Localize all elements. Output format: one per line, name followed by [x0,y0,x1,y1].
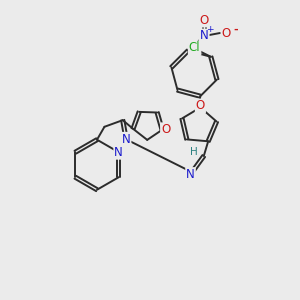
Text: +: + [206,25,214,34]
Text: O: O [161,123,170,136]
Text: -: - [233,25,238,34]
Text: N: N [122,133,130,146]
Text: N: N [200,29,208,43]
Text: O: O [222,26,231,40]
Text: N: N [114,146,123,159]
Text: O: O [200,14,209,27]
Text: Cl: Cl [189,41,200,55]
Text: N: N [186,168,195,181]
Text: H: H [190,148,198,158]
Text: O: O [196,100,205,112]
